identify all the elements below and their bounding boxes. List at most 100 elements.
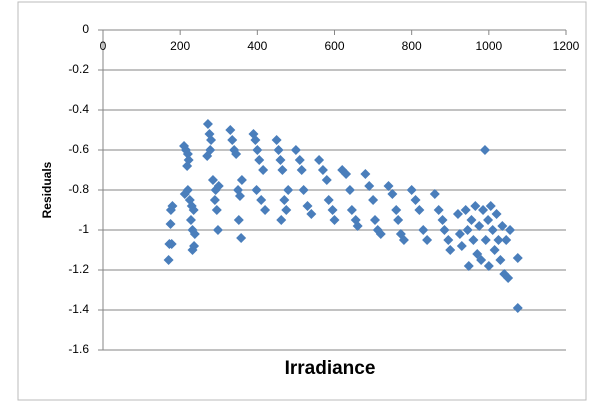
point xyxy=(487,225,498,235)
point xyxy=(470,201,481,211)
point xyxy=(275,155,286,165)
point xyxy=(346,205,357,215)
point xyxy=(250,135,261,145)
x-tick-label: 400 xyxy=(247,39,267,53)
point xyxy=(501,235,512,245)
point xyxy=(260,205,271,215)
point xyxy=(182,185,193,195)
point xyxy=(476,255,487,265)
point xyxy=(231,149,242,159)
point xyxy=(314,155,325,165)
point xyxy=(414,205,425,215)
point xyxy=(439,225,450,235)
y-tick-label: -0.6 xyxy=(68,142,89,156)
point xyxy=(188,205,199,215)
point xyxy=(329,215,340,225)
point xyxy=(290,145,301,155)
y-tick-label: -1 xyxy=(78,222,89,236)
y-tick-label: -1.2 xyxy=(68,262,89,276)
point xyxy=(460,205,471,215)
point xyxy=(236,175,247,185)
y-tick-label: -1.6 xyxy=(68,342,89,356)
point xyxy=(202,151,213,161)
point xyxy=(187,245,198,255)
point xyxy=(251,185,262,195)
x-tick-label: 1000 xyxy=(475,39,502,53)
point xyxy=(302,201,313,211)
point xyxy=(418,225,429,235)
point xyxy=(276,215,287,225)
point xyxy=(212,225,223,235)
point xyxy=(233,215,244,225)
point xyxy=(227,135,238,145)
point xyxy=(512,303,523,313)
point xyxy=(375,229,386,239)
point xyxy=(209,195,220,205)
point xyxy=(495,255,506,265)
x-tick-label: 600 xyxy=(324,39,344,53)
point xyxy=(256,195,267,205)
point xyxy=(167,201,178,211)
point xyxy=(505,225,516,235)
y-tick-label: -0.8 xyxy=(68,182,89,196)
x-tick-label: 0 xyxy=(100,39,107,53)
point xyxy=(306,209,317,219)
point xyxy=(466,215,477,225)
x-tick-label: 200 xyxy=(170,39,190,53)
chart-border xyxy=(17,1,587,401)
point xyxy=(323,195,334,205)
point xyxy=(166,239,177,249)
point xyxy=(294,155,305,165)
x-axis-label: Irradiance xyxy=(285,358,376,379)
point xyxy=(463,261,474,271)
point xyxy=(462,225,473,235)
y-axis-label: Residuals xyxy=(40,161,54,218)
point xyxy=(344,185,355,195)
y-tick-label: -0.2 xyxy=(68,62,89,76)
point xyxy=(497,221,508,231)
point xyxy=(410,195,421,205)
point xyxy=(298,185,309,195)
point xyxy=(252,145,263,155)
point xyxy=(387,189,398,199)
point xyxy=(277,165,288,175)
y-tick-label: 0 xyxy=(82,22,89,36)
point xyxy=(483,215,494,225)
point xyxy=(163,255,174,265)
point xyxy=(391,205,402,215)
point xyxy=(211,205,222,215)
point xyxy=(273,145,284,155)
point xyxy=(474,221,485,231)
point xyxy=(327,205,338,215)
point xyxy=(483,261,494,271)
point xyxy=(364,181,375,191)
point xyxy=(370,215,381,225)
point xyxy=(429,189,440,199)
point xyxy=(165,219,176,229)
point xyxy=(206,135,217,145)
point xyxy=(225,125,236,135)
point xyxy=(456,241,467,251)
x-tick-label: 1200 xyxy=(553,39,580,53)
point xyxy=(485,201,496,211)
point xyxy=(368,195,379,205)
point xyxy=(489,245,500,255)
point xyxy=(207,175,218,185)
point xyxy=(236,233,247,243)
point xyxy=(468,235,479,245)
point xyxy=(452,209,463,219)
point xyxy=(279,195,290,205)
point xyxy=(296,165,307,175)
point xyxy=(189,229,200,239)
point xyxy=(341,169,352,179)
point xyxy=(503,273,514,283)
point xyxy=(182,161,193,171)
x-tick-label: 800 xyxy=(402,39,422,53)
point xyxy=(281,205,292,215)
point xyxy=(352,221,363,231)
point xyxy=(213,181,224,191)
point xyxy=(317,165,328,175)
point xyxy=(493,235,504,245)
point xyxy=(398,235,409,245)
